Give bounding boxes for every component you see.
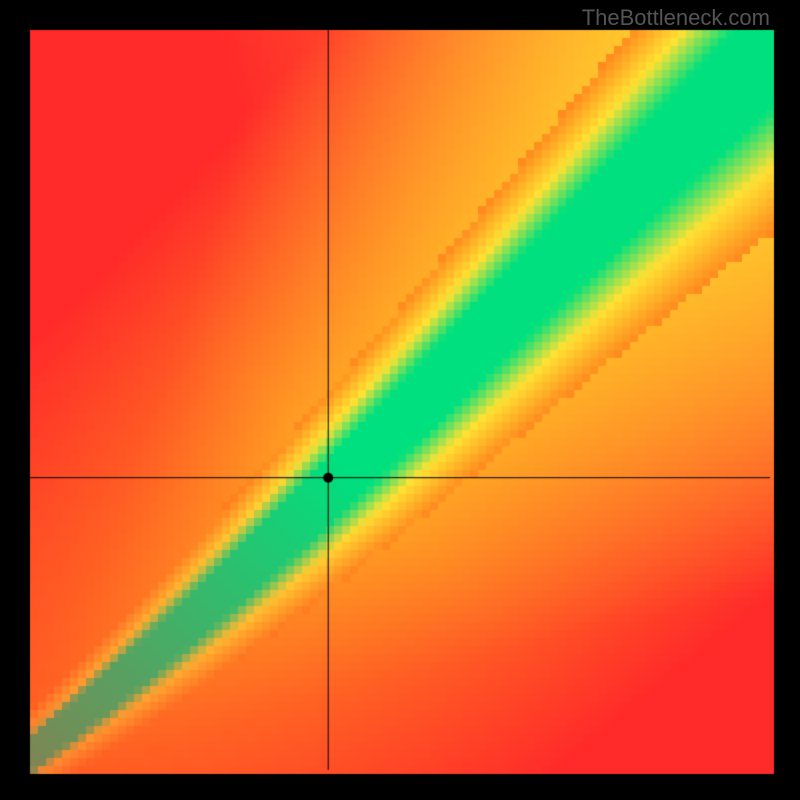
chart-container: TheBottleneck.com [0,0,800,800]
watermark-text: TheBottleneck.com [582,5,770,31]
heatmap-canvas [0,0,800,800]
